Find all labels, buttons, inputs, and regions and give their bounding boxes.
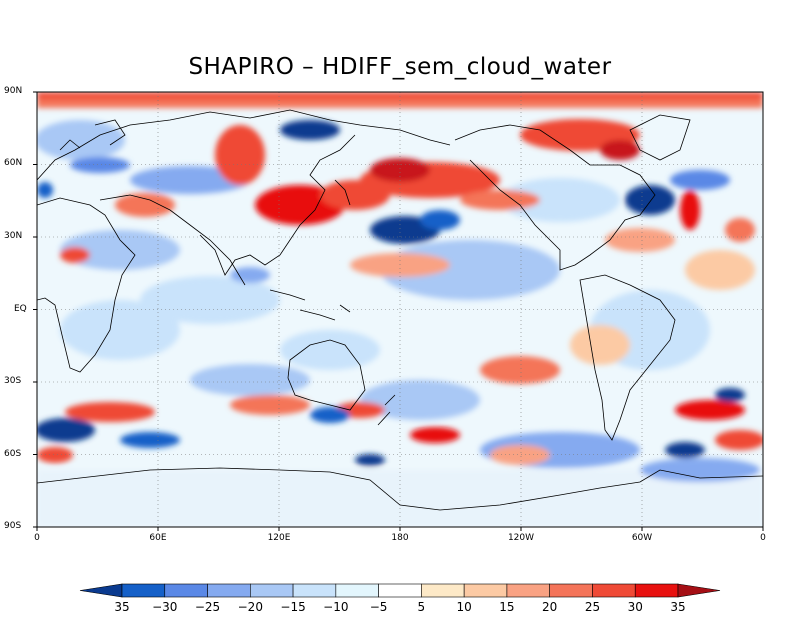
lon-label-180: 180: [391, 533, 409, 543]
colorbar-label: 15: [499, 600, 515, 614]
colorbar-swatch: [506, 583, 550, 598]
colorbar-label: −10: [323, 600, 349, 614]
colorbar: [79, 583, 721, 598]
colorbar-label: 25: [584, 600, 601, 614]
colorbar-label: −20: [237, 600, 263, 614]
colorbar-label: −25: [194, 600, 221, 614]
lon-label-120w: 120W: [507, 533, 535, 543]
lat-label-30n: 30N: [4, 231, 23, 241]
colorbar-swatch: [549, 583, 593, 598]
lat-label-eq: EQ: [14, 304, 27, 314]
lon-label-60e: 60E: [149, 533, 167, 543]
colorbar-label: 35: [114, 600, 130, 614]
colorbar-swatch: [421, 583, 465, 598]
colorbar-swatch: [121, 583, 166, 598]
colorbar-swatch: [335, 583, 379, 598]
lat-label-90s: 90S: [4, 521, 22, 531]
colorbar-label: 5: [417, 600, 426, 614]
plot-title: SHAPIRO – HDIFF_sem_cloud_water: [188, 54, 612, 80]
colorbar-label: −5: [369, 600, 388, 614]
lon-label-60w: 60W: [631, 533, 653, 543]
colorbar-end-right: [677, 583, 721, 598]
colorbar-swatch: [634, 583, 679, 598]
colorbar-label: 20: [542, 600, 558, 614]
colorbar-label: −15: [280, 600, 306, 614]
coastlines: [37, 109, 763, 511]
grid-lines: [37, 92, 763, 527]
lon-label-120e: 120E: [267, 533, 291, 543]
colorbar-swatch: [164, 583, 208, 598]
colorbar-swatch: [463, 583, 508, 598]
colorbar-label: 10: [456, 600, 472, 614]
colorbar-swatch: [250, 583, 294, 598]
field-blobs: [37, 92, 763, 527]
lon-label-0-right: 0: [760, 533, 766, 543]
tick-marks: [33, 91, 764, 531]
lat-label-60n: 60N: [4, 158, 23, 168]
colorbar-label: −30: [152, 600, 178, 614]
colorbar-end-left: [79, 583, 123, 598]
lon-label-0: 0: [34, 533, 40, 543]
lat-label-60s: 60S: [4, 449, 22, 459]
colorbar-label: 30: [627, 600, 643, 614]
lat-label-30s: 30S: [4, 376, 22, 386]
lat-label-90n: 90N: [4, 86, 23, 96]
colorbar-swatch: [207, 583, 251, 598]
colorbar-swatch: [292, 583, 337, 598]
colorbar-swatch: [592, 583, 636, 598]
colorbar-label: 35: [670, 600, 686, 614]
colorbar-swatch: [378, 583, 422, 598]
